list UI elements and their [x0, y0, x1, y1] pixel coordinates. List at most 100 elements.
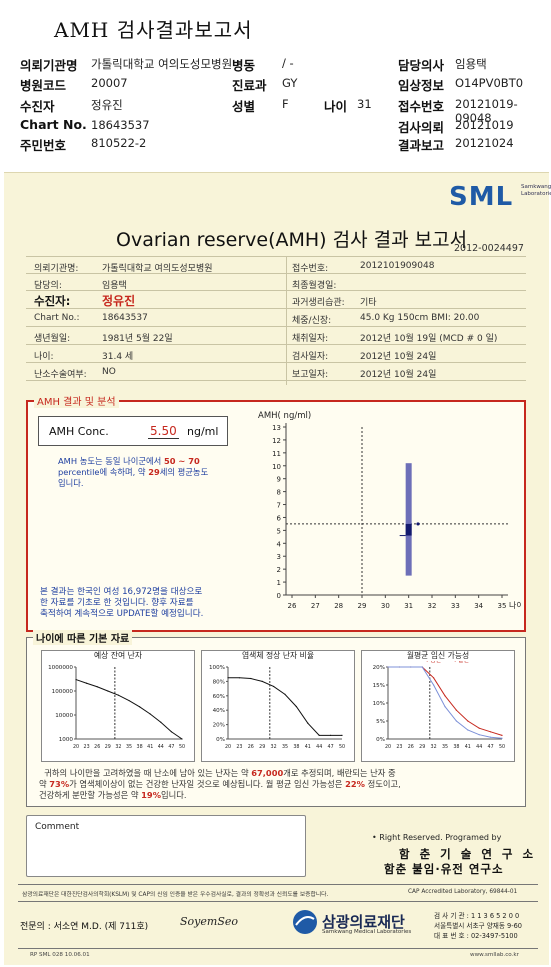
amh-chart-x-tick-label: 30: [381, 602, 390, 610]
mini-chart-y-tick-label: 5%: [376, 719, 385, 725]
label-result-report: 결과보고: [398, 138, 445, 153]
mini-chart-x-tick-label: 44: [158, 744, 164, 750]
egg-reserve-chart-title: 예상 잔여 난자: [94, 651, 142, 660]
info-rule: [26, 273, 526, 274]
label-doctor: 담당의사: [398, 58, 445, 73]
amh-conc-box: AMH Conc. 5.50 ng/ml: [38, 416, 228, 446]
info-label-collection-date: 채취일자:: [292, 334, 329, 344]
mini-chart-x-tick-label: 23: [84, 744, 90, 750]
mini-chart-y-tick-label: 20%: [213, 723, 225, 729]
comment-label: Comment: [35, 822, 80, 832]
mini-chart-point: [478, 734, 480, 736]
info-value-ovary-surgery: NO: [102, 367, 116, 377]
amh-chart-x-tick-label: 34: [474, 602, 483, 610]
mini-chart-point: [149, 713, 151, 715]
cap-accreditation: CAP Accredited Laboratory, 69844-01: [408, 889, 518, 895]
age-text: 정도이고,: [367, 779, 401, 789]
mini-chart-x-tick-label: 35: [442, 744, 448, 750]
amh-chart-reference-box: [405, 523, 412, 536]
info-label-report-date: 보고일자:: [292, 370, 329, 380]
mini-chart-point: [139, 706, 141, 708]
label-age: 나이: [324, 99, 348, 114]
mini-chart-y-tick-label: 1000000: [48, 665, 73, 671]
amh-chart-y-tick-label: 13: [272, 424, 281, 432]
info-value-doctor: 임용택: [102, 281, 127, 291]
label-ward: 병동: [232, 58, 256, 73]
mini-chart-x-tick-label: 38: [293, 744, 299, 750]
mini-chart-point: [170, 731, 172, 733]
label-sex: 성별: [232, 99, 256, 114]
age-birth-value: 19%: [141, 790, 162, 800]
amh-chart-y-tick-label: 10: [272, 463, 281, 471]
mini-chart-x-tick-label: 23: [236, 744, 242, 750]
age-text: 개로 추정되며, 배란되는 난자 중: [283, 768, 396, 778]
value-requester: 가톨릭대학교 여의도성모병원: [91, 57, 233, 71]
age-pregnancy-value: 22%: [345, 779, 365, 789]
mini-chart-x-tick-label: 26: [248, 744, 254, 750]
age-summary-text: 귀하의 나이만을 고려하였을 때 난소에 남아 있는 난자는 약 67,000개…: [39, 768, 519, 801]
form-code: RP SML 028 10.06.01: [30, 952, 90, 958]
mini-chart-series-line: [388, 666, 503, 736]
sml-logo-subtitle: Samkwang Medical Laboratories: [521, 184, 551, 197]
amh-note-line: 한 자료를 기초로 한 것입니다. 향후 자료를: [40, 598, 194, 608]
mini-chart-point: [490, 731, 492, 733]
value-patient: 정유진: [91, 98, 123, 112]
value-receipt-no: 20121019-09048: [455, 97, 518, 125]
egg-reserve-chart-panel: 예상 잔여 난자 1000000 100000 10000 1000 20 23 26 29 3…: [41, 650, 195, 762]
amh-desc-age: 29: [148, 467, 160, 477]
mini-chart-point: [478, 727, 480, 729]
amh-note-line: 축적하여 계속적으로 UPDATE할 예정입니다.: [40, 609, 204, 619]
mini-chart-x-tick-label: 44: [316, 744, 322, 750]
printed-header: AMH 검사결과보고서 의뢰기관명 가톨릭대학교 여의도성모병원 병동 / - …: [0, 0, 551, 168]
mini-chart-point: [128, 699, 130, 702]
mini-chart-x-tick-label: 29: [419, 744, 425, 750]
mini-chart-point: [261, 680, 263, 682]
amh-desc-text: 입니다.: [58, 478, 84, 488]
mini-chart-y-tick-label: 1000: [59, 737, 74, 743]
info-label-receipt-no: 접수번호:: [292, 264, 329, 274]
info-value-menstrual-history: 기타: [360, 298, 377, 308]
info-rule: [26, 344, 526, 345]
age-text: 귀하의 나이만을 고려하였을 때 난소에 남아 있는 난자는 약: [44, 768, 249, 778]
rights-text: • Right Reserved. Programed by: [372, 833, 502, 842]
label-hospital-code: 병원코드: [20, 78, 67, 93]
contact-line: 대 표 번 호 : 02-3497-5100: [434, 932, 518, 940]
mini-chart-y-tick-label: 60%: [213, 694, 225, 700]
amh-section-title: AMH 결과 및 분석: [34, 393, 119, 408]
value-age: 31: [357, 97, 372, 111]
value-doctor: 임용택: [455, 57, 487, 71]
mini-chart-point: [501, 734, 503, 736]
amh-conc-value: 5.50: [148, 424, 179, 439]
normal-egg-ratio-chart: 100% 80% 60% 40% 20% 0%20 23 26 29 32 35 38 41 44 47 50: [209, 665, 345, 750]
mini-chart-y-tick-label: 15%: [373, 683, 385, 689]
specialist-name: 전문의 : 서소연 M.D. (제 711호): [20, 922, 149, 932]
mini-chart-x-tick-label: 38: [453, 744, 459, 750]
label-receipt-no: 접수번호: [398, 99, 445, 114]
amh-chart-x-tick-label: 31: [404, 602, 413, 610]
mini-chart-y-tick-label: 80%: [213, 679, 225, 685]
lab-name-secondary: 함춘 불임·유전 연구소: [384, 862, 504, 876]
mini-chart-point: [330, 734, 332, 736]
info-value-test-date: 2012년 10월 24일: [360, 352, 437, 362]
value-clinical-info: O14PV0BT0: [455, 76, 524, 90]
value-result-report: 20121024: [455, 136, 514, 150]
mini-chart-point: [117, 694, 119, 696]
mini-chart-point: [160, 721, 162, 723]
info-label-chart-no: Chart No.:: [34, 313, 80, 323]
mini-chart-series-line: [388, 666, 503, 739]
mini-chart-series-line: [228, 677, 342, 736]
mini-chart-x-tick-label: 38: [137, 744, 143, 750]
mini-chart-point: [307, 722, 309, 724]
mini-chart-y-tick-label: 100%: [209, 665, 225, 671]
page-title: AMH 검사결과보고서: [54, 18, 253, 42]
foundation-name: 삼광의료재단: [322, 913, 405, 931]
value-department: GY: [282, 76, 298, 90]
footer-rule: [18, 901, 538, 902]
pregnancy-chance-chart-title: 월평균 임신 가능성: [406, 651, 470, 660]
amh-chart-x-tick-label: 32: [428, 602, 437, 610]
mini-chart-point: [444, 706, 446, 708]
info-value-requester: 가톨릭대학교 여의도성모병원: [102, 264, 213, 274]
mini-chart-point: [490, 736, 492, 738]
sml-logo-letters: SML: [449, 182, 514, 212]
